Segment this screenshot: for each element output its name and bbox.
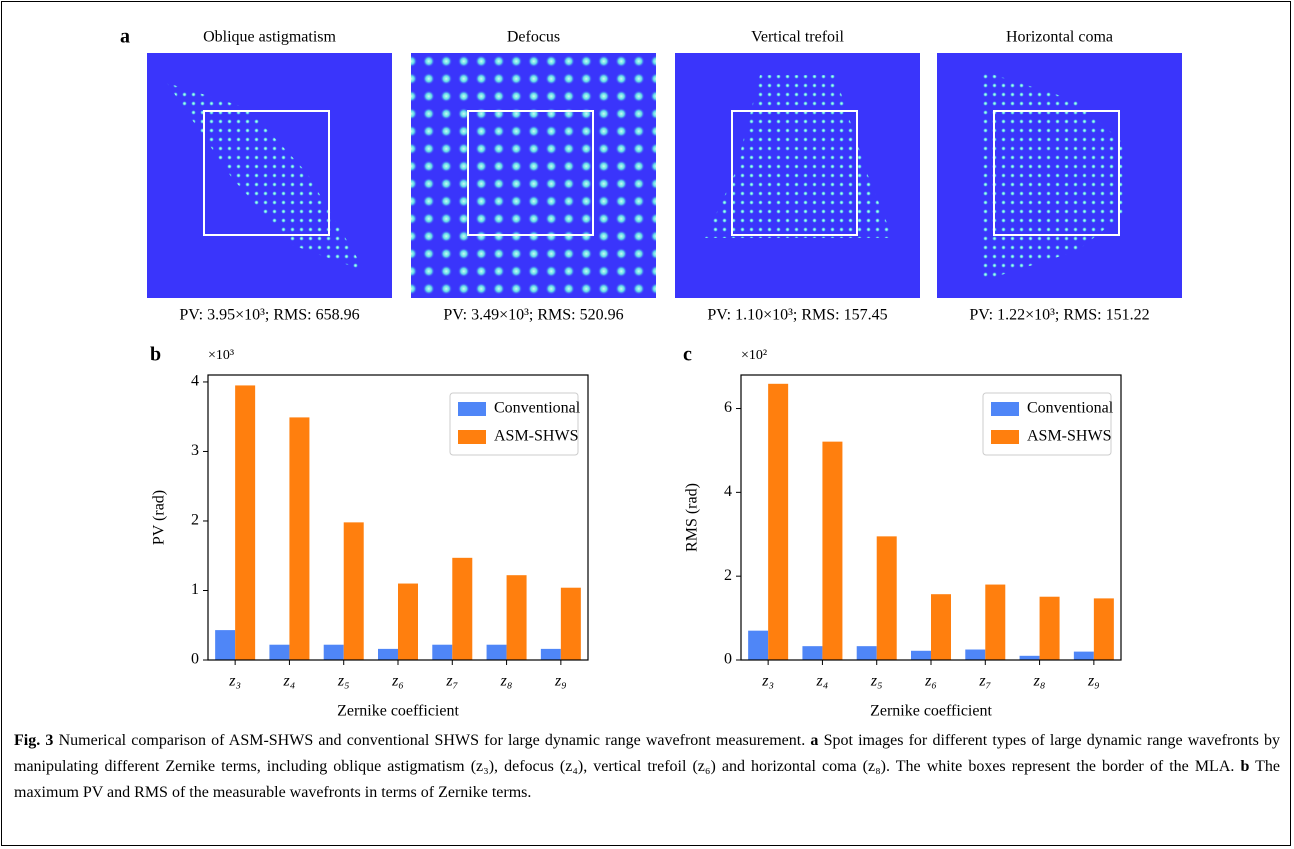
x-tick-label: z₈ xyxy=(500,673,513,690)
y-tick-label: 1 xyxy=(191,581,199,598)
image-caption: PV: 1.10×10³; RMS: 157.45 xyxy=(707,307,887,324)
x-tick-label: z₄ xyxy=(816,673,829,690)
bar xyxy=(768,384,788,660)
bar xyxy=(1094,598,1114,660)
bar xyxy=(931,594,951,660)
y-tick-label: 4 xyxy=(191,373,199,390)
bar xyxy=(1074,652,1094,660)
x-tick-label: z₆ xyxy=(924,673,937,690)
x-tick-label: z₈ xyxy=(1033,673,1046,690)
y-tick-label: 4 xyxy=(724,483,732,500)
legend-swatch xyxy=(991,430,1019,444)
x-tick-label: z₉ xyxy=(1087,673,1100,690)
figure: a Oblique astigmatism PV: 3.95×10³; RMS: … xyxy=(0,0,1294,720)
image-caption: PV: 3.95×10³; RMS: 658.96 xyxy=(179,307,359,324)
x-tick-label: z₆ xyxy=(391,673,404,690)
legend-label: Conventional xyxy=(494,400,581,417)
bar xyxy=(398,584,418,660)
y-tick-label: 2 xyxy=(191,512,199,529)
x-tick-label: z₅ xyxy=(870,673,883,690)
bar xyxy=(1040,597,1060,660)
bar xyxy=(378,649,398,660)
bar xyxy=(344,522,364,660)
bar xyxy=(541,649,561,660)
bar xyxy=(235,385,255,660)
figure-page: a Oblique astigmatism PV: 3.95×10³; RMS: … xyxy=(0,0,1294,849)
caption-panel: b xyxy=(1240,758,1249,775)
x-axis-label: Zernike coefficient xyxy=(337,703,459,720)
bar xyxy=(452,558,472,660)
legend-label: ASM-SHWS xyxy=(1027,428,1111,445)
caption-label: Fig. 3 xyxy=(14,732,53,749)
y-tick-label: 2 xyxy=(724,567,732,584)
y-tick-label: 0 xyxy=(191,651,199,668)
y-multiplier: ×10³ xyxy=(208,348,234,363)
panel-label: b xyxy=(150,344,161,366)
x-tick-label: z₇ xyxy=(978,673,991,690)
legend-label: Conventional xyxy=(1027,400,1114,417)
image-title: Defocus xyxy=(507,29,560,46)
bar xyxy=(965,650,985,660)
x-tick-label: z₉ xyxy=(554,673,567,690)
panel-label: a xyxy=(120,26,130,48)
bar xyxy=(822,442,842,660)
bar xyxy=(507,575,527,660)
bar xyxy=(857,646,877,660)
y-tick-label: 0 xyxy=(724,651,732,668)
legend-swatch xyxy=(458,402,486,416)
y-tick-label: 6 xyxy=(724,399,732,416)
y-tick-label: 3 xyxy=(191,442,199,459)
image-caption: PV: 3.49×10³; RMS: 520.96 xyxy=(443,307,623,324)
bar xyxy=(324,645,344,660)
x-axis-label: Zernike coefficient xyxy=(870,703,992,720)
bar xyxy=(985,585,1005,660)
x-tick-label: z₃ xyxy=(228,673,241,690)
image-caption: PV: 1.22×10³; RMS: 151.22 xyxy=(969,307,1149,324)
bar xyxy=(877,536,897,660)
y-multiplier: ×10² xyxy=(741,348,767,363)
x-tick-label: z₅ xyxy=(337,673,350,690)
legend-label: ASM-SHWS xyxy=(494,428,578,445)
x-tick-label: z₇ xyxy=(445,673,458,690)
bar xyxy=(289,417,309,660)
caption-text: Numerical comparison of ASM-SHWS and con… xyxy=(59,732,806,749)
x-tick-label: z₄ xyxy=(283,673,296,690)
bar xyxy=(802,646,822,660)
image-title: Oblique astigmatism xyxy=(203,29,336,46)
image-title: Horizontal coma xyxy=(1006,29,1113,46)
caption-panel: a xyxy=(810,732,818,749)
legend-swatch xyxy=(458,430,486,444)
bar xyxy=(432,645,452,660)
bar xyxy=(215,630,235,660)
legend-swatch xyxy=(991,402,1019,416)
y-axis-label: RMS (rad) xyxy=(684,483,701,552)
bar xyxy=(748,631,768,660)
panel-label: c xyxy=(683,344,692,366)
bar xyxy=(1020,656,1040,660)
bar xyxy=(487,645,507,660)
spot-region xyxy=(411,53,656,298)
bar xyxy=(269,645,289,660)
image-title: Vertical trefoil xyxy=(751,29,844,46)
bar xyxy=(911,651,931,660)
bar xyxy=(561,588,581,660)
figure-caption: Fig. 3 Numerical comparison of ASM-SHWS … xyxy=(14,728,1280,806)
x-tick-label: z₃ xyxy=(761,673,774,690)
y-axis-label: PV (rad) xyxy=(151,490,168,545)
